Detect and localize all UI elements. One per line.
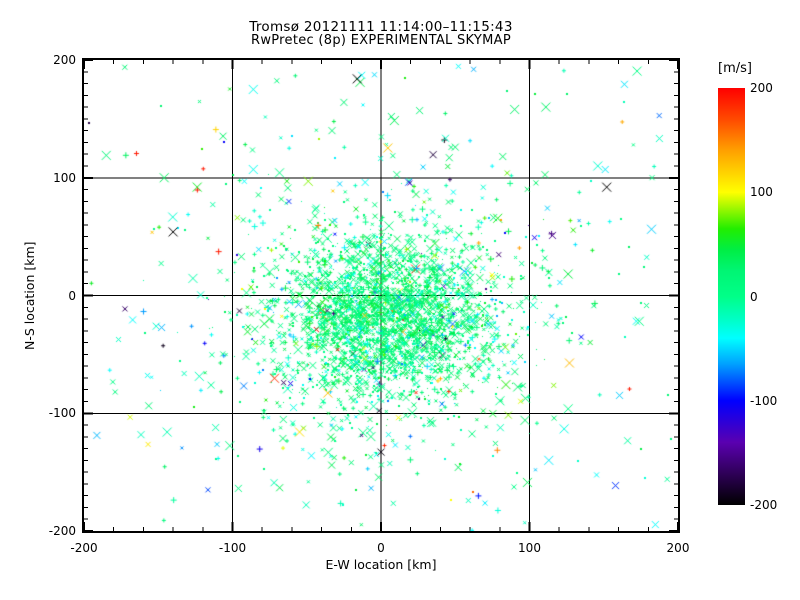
y-axis-title: N-S location [km]	[22, 241, 37, 350]
x-tick-label: 0	[377, 541, 385, 555]
colorbar-tick-label: 100	[750, 185, 773, 200]
y-tick-label: 0	[68, 288, 76, 303]
colorbar-units-label: [m/s]	[718, 61, 752, 76]
colorbar-tick-label: 0	[750, 289, 758, 304]
colorbar-tick-label: -100	[750, 393, 778, 408]
plot-title-line2: RwPretec (8p) EXPERIMENTAL SKYMAP	[250, 33, 511, 48]
plot-title: Tromsø 20121111 11:14:00–11:15:43 RwPret…	[82, 20, 680, 48]
x-tick-label: 200	[666, 541, 690, 555]
colorbar-gradient	[718, 88, 745, 505]
y-tick-label: -200	[48, 524, 76, 538]
scatter-points-canvas	[84, 60, 678, 531]
y-tick-label: 100	[53, 170, 76, 185]
x-tick-label: 100	[518, 541, 541, 555]
y-tick-label: -100	[48, 406, 76, 421]
y-tick-label: 200	[53, 53, 76, 67]
colorbar-tick-label: -200	[750, 498, 778, 512]
plot-title-line1: Tromsø 20121111 11:14:00–11:15:43	[249, 19, 513, 35]
x-tick-label: -100	[218, 541, 247, 555]
x-axis-title: E-W location [km]	[325, 557, 437, 572]
skymap-plot-area	[82, 58, 680, 533]
x-tick-label: -200	[70, 541, 98, 555]
colorbar-tick-label: 200	[750, 81, 773, 95]
